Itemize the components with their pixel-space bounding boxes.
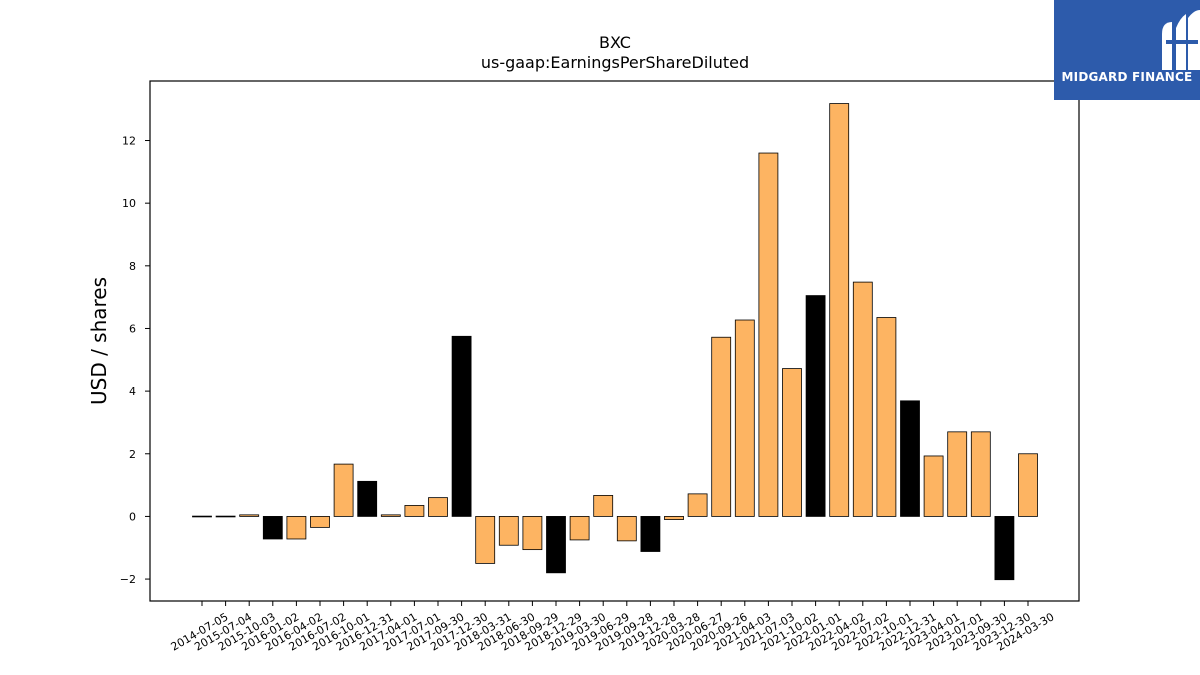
bar-2017-04-01 <box>380 514 401 517</box>
bar-2016-07-02 <box>310 516 330 528</box>
bar-2019-09-28 <box>616 516 637 542</box>
bar-2018-12-29 <box>546 516 566 574</box>
bar-2023-09-30 <box>970 431 991 517</box>
bar-2022-01-01 <box>805 295 826 517</box>
bar-2022-10-01 <box>876 317 897 517</box>
bar-2014-07-05 <box>192 515 212 518</box>
bar-2022-04-02 <box>829 103 850 517</box>
y-tick-label: 0 <box>129 510 136 523</box>
bar-2015-10-03 <box>239 514 260 517</box>
bar-2018-03-31 <box>475 516 496 564</box>
bar-2023-07-01 <box>947 431 968 517</box>
plot-frame <box>149 80 1080 602</box>
bar-2019-12-28 <box>640 516 661 552</box>
bar-2024-03-30 <box>1018 453 1038 517</box>
y-tick-label: 4 <box>129 385 136 398</box>
bar-2021-07-03 <box>758 152 779 517</box>
bar-2016-12-31 <box>357 480 378 517</box>
y-tick-label: −2 <box>120 573 136 586</box>
bar-2016-10-01 <box>333 463 354 517</box>
bar-2017-07-01 <box>404 505 425 517</box>
bar-2018-09-29 <box>522 516 543 551</box>
bar-2018-06-30 <box>498 516 519 546</box>
chart-title: BXC <box>599 33 631 52</box>
bar-2016-01-02 <box>262 516 283 540</box>
y-axis-label: USD / shares <box>87 277 111 405</box>
y-tick-label: 8 <box>129 260 136 273</box>
bar-2019-06-29 <box>593 495 614 517</box>
bar-2020-06-27 <box>687 493 708 517</box>
bar-2016-04-02 <box>286 516 307 540</box>
bars-group <box>192 103 1038 581</box>
bar-2021-10-02 <box>782 368 802 517</box>
logo: MIDGARD FINANCE <box>1054 0 1200 100</box>
y-tick-label: 6 <box>129 322 136 335</box>
bar-2015-07-04 <box>215 515 236 518</box>
bar-2020-03-28 <box>664 516 684 520</box>
bar-2019-03-30 <box>569 516 590 541</box>
bar-2023-04-01 <box>923 455 944 517</box>
bar-2022-07-02 <box>852 281 873 517</box>
x-axis: 2014-07-052015-07-042015-10-032016-01-02… <box>169 601 1057 654</box>
y-tick-label: 10 <box>122 197 136 210</box>
logo-text: MIDGARD FINANCE <box>1061 70 1193 84</box>
bar-2017-12-30 <box>451 335 472 517</box>
y-tick-label: 12 <box>122 135 136 148</box>
bar-2022-12-31 <box>900 400 920 517</box>
chart-subtitle: us-gaap:EarningsPerShareDiluted <box>481 53 749 72</box>
bar-2023-12-30 <box>994 516 1015 581</box>
midgard-m-icon <box>1162 10 1200 70</box>
y-axis: −2 0 2 4 6 8 10 12 <box>120 135 150 586</box>
bar-2017-09-30 <box>428 497 448 517</box>
bar-2020-09-26 <box>711 336 732 517</box>
y-tick-label: 2 <box>129 448 136 461</box>
bar-2021-04-03 <box>734 319 755 517</box>
